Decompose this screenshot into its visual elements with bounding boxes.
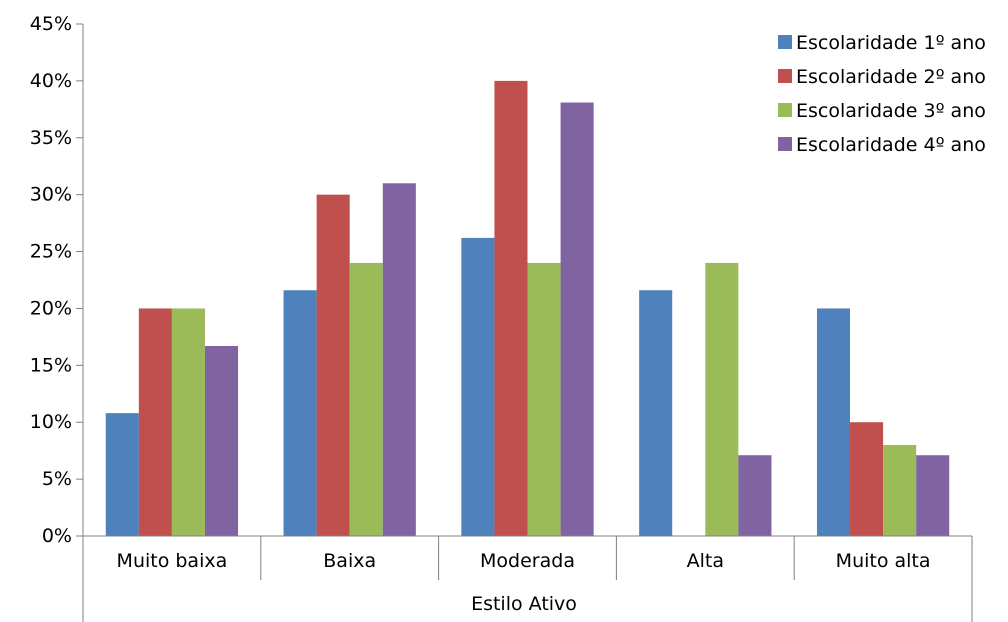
legend-label: Escolaridade 2º ano: [796, 66, 986, 88]
y-tick-label: 45%: [30, 13, 72, 35]
legend-swatch: [778, 69, 792, 83]
bar: [560, 102, 594, 537]
y-tick-label: 20%: [30, 297, 72, 319]
bar: [883, 444, 917, 536]
x-category-label: Moderada: [480, 550, 575, 572]
x-axis-title: Estilo Ativo: [471, 593, 577, 615]
bar: [916, 455, 950, 536]
y-tick-label: 35%: [30, 127, 72, 149]
bars-layer: [105, 80, 950, 537]
legend-label: Escolaridade 3º ano: [796, 100, 986, 122]
bar: [138, 308, 172, 536]
bar: [283, 290, 317, 536]
y-tick-label: 40%: [30, 70, 72, 92]
bar: [316, 194, 350, 536]
bar: [527, 262, 561, 536]
x-category-label: Muito alta: [836, 550, 931, 572]
bar: [850, 422, 884, 536]
legend-label: Escolaridade 4º ano: [796, 134, 986, 156]
bar: [494, 80, 528, 536]
legend-swatch: [778, 137, 792, 151]
bar: [105, 413, 139, 536]
bar: [171, 308, 205, 536]
x-category-label: Muito baixa: [117, 550, 228, 572]
bar: [816, 308, 851, 536]
bar: [705, 262, 739, 536]
x-category-label: Baixa: [323, 550, 376, 572]
x-axis-categories: Muito baixa Baixa Moderada Alta Muito alta: [82, 536, 973, 622]
y-tick-label: 5%: [42, 468, 72, 490]
legend: Escolaridade 1º ano Escolaridade 2º ano Es…: [778, 32, 986, 156]
y-axis-ticks: 0% 5% 10% 15% 20% 25% 30% 35% 40% 45%: [30, 13, 83, 547]
bar: [461, 237, 495, 536]
legend-swatch: [778, 35, 792, 49]
bar: [349, 262, 383, 536]
legend-swatch: [778, 103, 792, 117]
bar: [639, 290, 673, 536]
bar: [738, 455, 772, 536]
y-tick-label: 15%: [30, 354, 72, 376]
x-category-label: Alta: [687, 550, 724, 572]
legend-label: Escolaridade 1º ano: [796, 32, 986, 54]
y-tick-label: 25%: [30, 241, 72, 263]
bar: [382, 183, 416, 537]
axes-layer: [82, 24, 972, 622]
y-tick-label: 30%: [30, 184, 72, 206]
y-tick-label: 0%: [42, 525, 72, 547]
y-tick-label: 10%: [30, 411, 72, 433]
bar: [204, 345, 239, 536]
